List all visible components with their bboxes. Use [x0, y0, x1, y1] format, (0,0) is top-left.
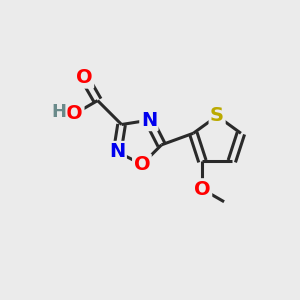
- Text: O: O: [194, 180, 211, 199]
- Text: S: S: [210, 106, 224, 125]
- Text: H: H: [51, 103, 66, 121]
- Text: N: N: [141, 111, 157, 130]
- Text: O: O: [134, 155, 150, 174]
- Text: O: O: [76, 68, 93, 87]
- Text: O: O: [66, 104, 83, 123]
- Text: N: N: [109, 142, 125, 161]
